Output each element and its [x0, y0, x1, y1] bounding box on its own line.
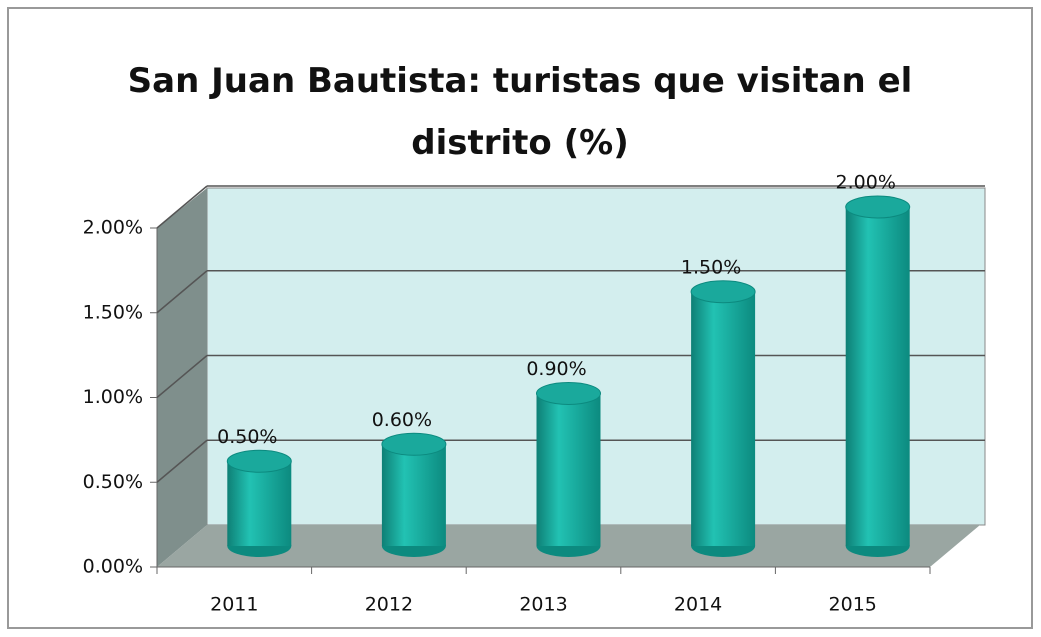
- grid-line: [156, 439, 208, 483]
- value-label: 0.50%: [217, 426, 277, 448]
- grid-line: [156, 185, 208, 229]
- y-tick-label: 2.00%: [83, 217, 143, 239]
- side-wall: [157, 188, 207, 567]
- bar-top: [690, 280, 756, 304]
- y-tick-label: 1.00%: [83, 386, 143, 408]
- bar: [536, 393, 601, 546]
- x-tick-label: 2012: [365, 594, 413, 616]
- value-label: 1.50%: [681, 256, 741, 278]
- grid-line: [156, 354, 208, 399]
- value-label: 0.60%: [372, 409, 432, 431]
- bar-top: [381, 432, 447, 456]
- x-tick-label: 2011: [210, 594, 258, 616]
- value-label: 2.00%: [836, 172, 896, 194]
- bar-top: [845, 195, 911, 219]
- bar: [845, 207, 910, 546]
- bar: [691, 291, 756, 546]
- x-tick-label: 2013: [519, 594, 567, 616]
- bar-top: [226, 449, 292, 473]
- y-tick-label: 1.50%: [83, 301, 143, 323]
- chart-title: San Juan Bautista: turistas que visitan …: [127, 61, 913, 163]
- x-tick-label: 2015: [829, 594, 877, 616]
- y-tick-label: 0.50%: [83, 471, 143, 493]
- bar-top: [536, 381, 601, 405]
- value-label: 0.90%: [526, 358, 586, 380]
- y-tick-label: 0.00%: [83, 556, 143, 578]
- bar: [381, 444, 446, 546]
- grid-line: [156, 270, 208, 314]
- bar: [227, 461, 292, 546]
- x-tick-label: 2014: [674, 594, 722, 616]
